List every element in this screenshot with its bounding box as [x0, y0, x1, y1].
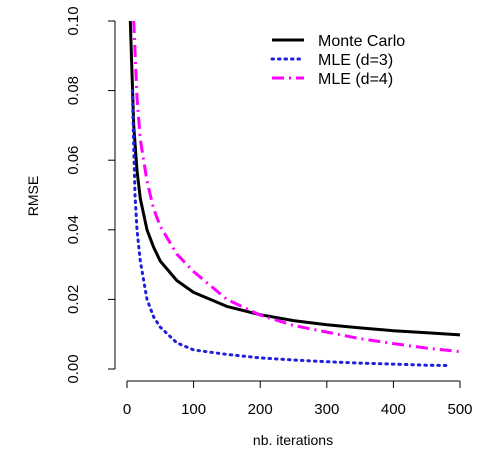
- y-axis-title: RMSE: [25, 176, 41, 216]
- x-tick-label: 100: [181, 401, 206, 418]
- x-axis-title: nb. iterations: [253, 432, 333, 448]
- legend-label: MLE (d=4): [318, 71, 393, 88]
- x-axis: 0 100 200 300 400 500: [123, 380, 473, 418]
- series-line-2: [132, 20, 461, 354]
- series-line-1: [130, 89, 449, 367]
- legend: Monte Carlo MLE (d=3) MLE (d=4): [270, 33, 405, 88]
- x-tick-label: 300: [314, 401, 339, 418]
- y-tick-label: 0.00: [65, 354, 82, 383]
- y-tick-label: 0.08: [65, 76, 82, 105]
- y-axis: 0.00 0.02 0.04 0.06 0.08 0.10: [65, 6, 116, 384]
- x-tick-label: 0: [123, 401, 131, 418]
- legend-label: MLE (d=3): [318, 52, 393, 69]
- x-tick-label: 400: [381, 401, 406, 418]
- y-tick-label: 0.06: [65, 146, 82, 175]
- y-tick-label: 0.10: [65, 6, 82, 35]
- x-tick-label: 500: [447, 401, 472, 418]
- y-tick-label: 0.04: [65, 215, 82, 244]
- y-tick-label: 0.02: [65, 285, 82, 314]
- x-tick-label: 200: [248, 401, 273, 418]
- plot-area: [128, 20, 461, 367]
- legend-label: Monte Carlo: [318, 33, 405, 50]
- series-line-0: [128, 20, 461, 337]
